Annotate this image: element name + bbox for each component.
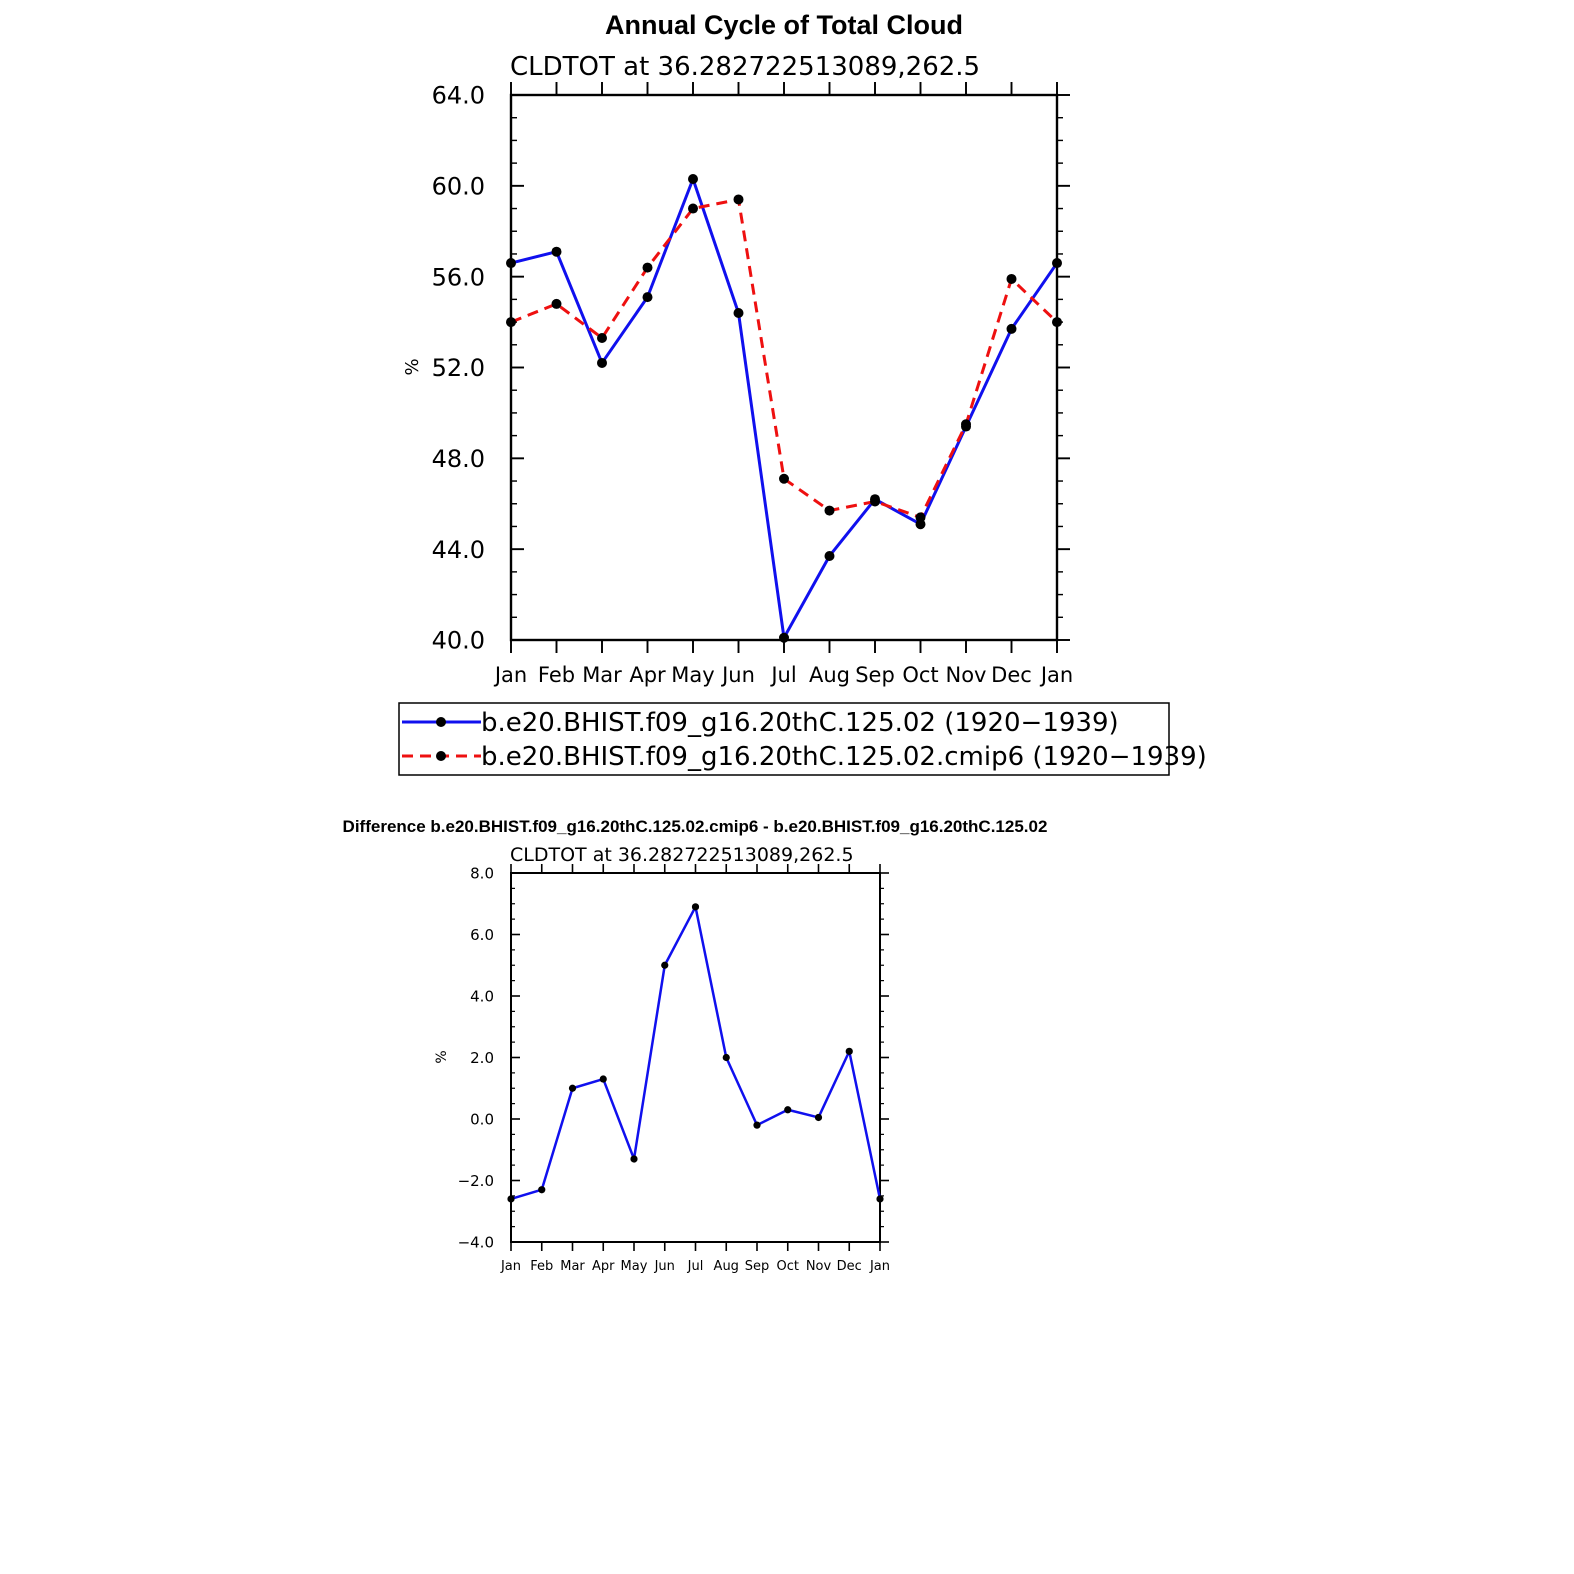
chart1-axes: Jan Feb Mar Apr May Jun Jul Aug Sep Oct Nov Dec Jan 4…	[432, 82, 1074, 687]
series-1-point	[642, 292, 653, 303]
series-1-point	[733, 308, 744, 318]
x-tick-label: Jun	[720, 663, 755, 687]
series-2-point	[597, 332, 607, 343]
series-1-point	[538, 1186, 546, 1194]
annual-cycle-chart: Annual Cycle of Total Cloud CLDTOT at 36…	[402, 10, 1073, 687]
y-tick-label: 4.0	[470, 987, 494, 1005]
series-1-point	[661, 961, 669, 969]
chart2-ylabel: %	[434, 1050, 450, 1063]
chart1-title: Annual Cycle of Total Cloud	[605, 10, 963, 40]
series-1-point	[507, 1195, 515, 1203]
chart2-subtitle: CLDTOT at 36.282722513089,262.5	[510, 844, 854, 866]
series-1-point	[691, 903, 700, 911]
series-1-point	[568, 1084, 577, 1092]
y-tick-label: 2.0	[470, 1049, 494, 1067]
x-tick-label: Mar	[560, 1259, 585, 1274]
y-tick-label: 44.0	[432, 536, 485, 564]
y-tick-label: 40.0	[432, 627, 485, 655]
x-tick-label: Dec	[991, 663, 1032, 687]
series-2-point	[824, 505, 835, 516]
y-tick-label: 8.0	[470, 864, 494, 882]
legend-marker-series-1	[436, 717, 446, 727]
series-2-point	[506, 317, 516, 328]
chart2-plot-area	[507, 903, 884, 1203]
series-2-point	[870, 496, 880, 507]
series-1-point	[845, 1047, 853, 1055]
y-tick-label: 0.0	[470, 1110, 494, 1128]
series-1-point	[597, 357, 607, 368]
series-1-point	[722, 1053, 730, 1062]
series-2-point	[915, 512, 926, 523]
chart1-plot-area	[506, 174, 1062, 643]
series-2-point	[779, 473, 789, 484]
x-tick-label: Jan	[869, 1259, 890, 1274]
y-tick-label: 52.0	[432, 354, 485, 382]
series-1-point	[779, 632, 789, 643]
series-1-point	[630, 1155, 638, 1163]
x-tick-label: Oct	[902, 663, 938, 687]
series-1-point	[688, 174, 698, 185]
series-1-point	[876, 1195, 884, 1203]
series-2-point	[961, 419, 971, 430]
x-tick-label: Nov	[806, 1259, 832, 1274]
chart1-legend: b.e20.BHIST.f09_g16.20thC.125.02 (1920−1…	[398, 702, 1207, 776]
series-1-point	[1052, 258, 1062, 269]
series-1-point	[1006, 323, 1017, 334]
x-tick-label: Jan	[493, 663, 527, 687]
legend-entry-series-2: b.e20.BHIST.f09_g16.20thC.125.02.cmip6 (…	[402, 742, 1207, 772]
series-1-point	[506, 258, 516, 269]
x-tick-label: Aug	[809, 663, 850, 687]
x-tick-label: Nov	[946, 663, 987, 687]
x-tick-label: Jul	[769, 663, 796, 687]
x-tick-label: May	[671, 663, 714, 687]
chart2-axes: Jan Feb Mar Apr May Jun Jul Aug Sep Oct Nov Dec Jan−…	[458, 864, 890, 1274]
series-2-point	[1006, 273, 1017, 284]
x-tick-label: Sep	[855, 663, 895, 687]
y-tick-label: −4.0	[458, 1233, 494, 1251]
series-1-point	[551, 246, 562, 257]
series-2-point	[733, 194, 744, 205]
x-tick-label: Mar	[582, 663, 622, 687]
x-tick-label: Jul	[687, 1259, 704, 1274]
x-tick-label: Feb	[538, 663, 575, 687]
series-1-point	[824, 550, 835, 561]
chart2-title: Difference b.e20.BHIST.f09_g16.20thC.125…	[343, 817, 1048, 836]
x-tick-label: Apr	[629, 663, 666, 687]
x-tick-label: Jan	[1039, 663, 1073, 687]
x-tick-label: Aug	[714, 1259, 739, 1274]
series-2-point	[688, 203, 698, 214]
y-tick-label: 56.0	[432, 263, 485, 291]
legend-marker-series-2	[436, 751, 446, 761]
x-tick-label: Oct	[777, 1259, 799, 1274]
y-tick-label: 64.0	[432, 82, 485, 110]
legend-frame	[398, 702, 1170, 776]
x-tick-label: Dec	[837, 1259, 862, 1274]
y-tick-label: 6.0	[470, 926, 494, 944]
chart1-ylabel: %	[402, 358, 423, 375]
y-tick-label: −2.0	[458, 1172, 494, 1190]
legend-entry-series-1: b.e20.BHIST.f09_g16.20thC.125.02 (1920−1…	[402, 708, 1119, 738]
legend-label-series-2: b.e20.BHIST.f09_g16.20thC.125.02.cmip6 (…	[481, 742, 1207, 772]
x-tick-label: Apr	[592, 1259, 615, 1274]
series-1-point	[784, 1106, 792, 1114]
y-tick-label: 60.0	[432, 172, 485, 200]
x-tick-label: Jan	[500, 1259, 521, 1274]
series-2-point	[1052, 317, 1062, 328]
difference-chart: Difference b.e20.BHIST.f09_g16.20thC.125…	[343, 817, 1048, 1274]
x-tick-label: Jun	[654, 1259, 675, 1274]
series-2-point	[551, 298, 562, 309]
series-1-point	[753, 1121, 761, 1129]
series-2-point	[642, 262, 653, 273]
chart1-subtitle: CLDTOT at 36.282722513089,262.5	[510, 52, 980, 82]
x-tick-label: Feb	[530, 1259, 553, 1274]
x-tick-label: May	[621, 1259, 648, 1274]
series-1-point	[814, 1113, 823, 1122]
y-tick-label: 48.0	[432, 445, 485, 473]
legend-label-series-1: b.e20.BHIST.f09_g16.20thC.125.02 (1920−1…	[481, 708, 1119, 738]
x-tick-label: Sep	[745, 1259, 770, 1274]
series-1-point	[599, 1075, 607, 1083]
